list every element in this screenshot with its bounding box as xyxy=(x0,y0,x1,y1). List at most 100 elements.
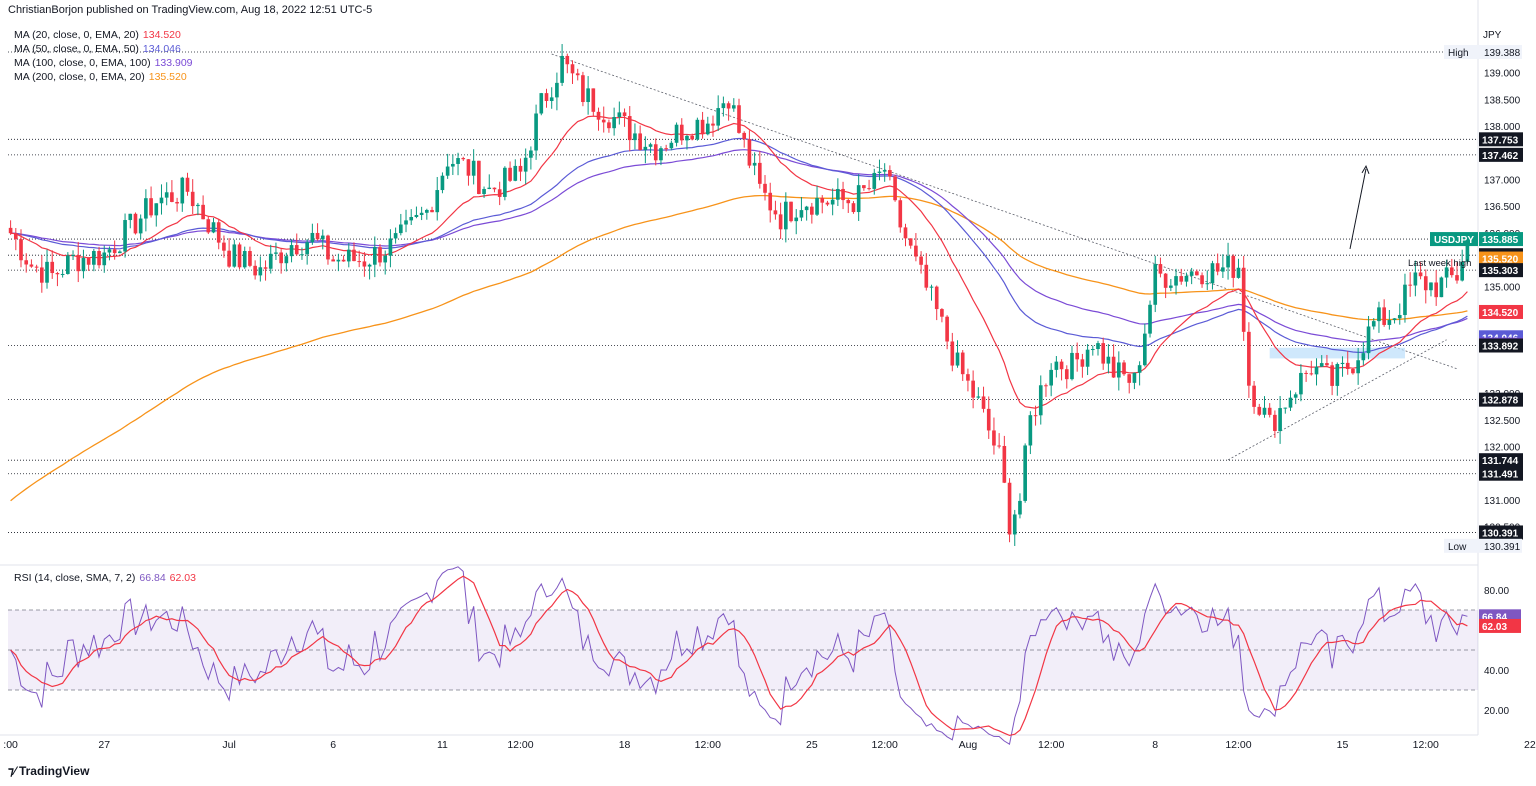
price-tag-text: 131.744 xyxy=(1482,456,1519,467)
candle-body xyxy=(346,249,351,262)
candle-body xyxy=(461,158,466,160)
candle-body xyxy=(513,165,518,181)
candle-body xyxy=(86,257,91,265)
candle-body xyxy=(633,133,637,141)
candle-body xyxy=(565,55,570,65)
rsi-value-text: 62.03 xyxy=(1482,622,1507,633)
candle-body xyxy=(773,210,778,215)
consolidation-box xyxy=(1269,347,1405,359)
candle-body xyxy=(331,259,335,262)
candle-body xyxy=(882,170,887,172)
candle-body xyxy=(1174,276,1178,286)
candle-body xyxy=(471,160,476,176)
candle-body xyxy=(679,124,684,141)
candle-body xyxy=(903,227,908,239)
candle-body xyxy=(39,267,44,283)
candle-body xyxy=(92,251,96,265)
candle-body xyxy=(1080,359,1085,367)
price-tag-text: 137.462 xyxy=(1482,151,1519,162)
candle-body xyxy=(180,177,185,204)
candle-body xyxy=(170,192,174,202)
candle-body xyxy=(1408,284,1412,286)
candle-body xyxy=(451,163,455,167)
candle-body xyxy=(1278,408,1282,432)
low-tag xyxy=(1444,538,1522,553)
candle-body xyxy=(440,175,445,191)
candle-body xyxy=(66,255,70,274)
candle-body xyxy=(388,238,393,256)
ema50-line xyxy=(10,137,1468,353)
candle-body xyxy=(555,82,559,98)
candle-body xyxy=(784,201,788,230)
publisher-caption: ChristianBorjon published on TradingView… xyxy=(8,4,373,16)
candle-body xyxy=(1033,415,1038,417)
candle-body xyxy=(112,249,117,254)
candle-body xyxy=(1184,275,1189,282)
candle-body xyxy=(445,166,450,176)
candle-body xyxy=(258,267,263,276)
candle-body xyxy=(622,112,627,117)
candle-body xyxy=(404,220,408,225)
candle-body xyxy=(1397,315,1402,319)
tradingview-logo[interactable]: ⁊⁄ TradingView xyxy=(8,764,90,778)
candle-body xyxy=(300,254,304,256)
candle-body xyxy=(653,144,658,161)
candle-body xyxy=(13,233,18,240)
candle-body xyxy=(237,244,242,268)
candle-body xyxy=(279,252,283,264)
candle-body xyxy=(1215,263,1220,272)
candle-body xyxy=(1439,277,1444,298)
candle-body xyxy=(242,251,247,268)
candle-body xyxy=(274,252,278,254)
candle-body xyxy=(1075,352,1080,360)
candle-body xyxy=(185,177,190,192)
candle-body xyxy=(1309,373,1314,375)
candle-body xyxy=(747,139,752,166)
candle-body xyxy=(477,160,481,195)
candle-body xyxy=(862,185,866,189)
candle-body xyxy=(1137,365,1142,373)
candle-body xyxy=(1116,362,1121,378)
candle-body xyxy=(1465,239,1470,262)
candle-body xyxy=(830,199,835,205)
rsi-tick-label: 20.00 xyxy=(1484,706,1509,717)
candle-body xyxy=(1304,372,1308,374)
candle-body xyxy=(836,188,840,200)
time-tick-label: 8 xyxy=(1152,739,1158,751)
candle-body xyxy=(128,213,133,221)
candle-body xyxy=(971,380,975,398)
candle-body xyxy=(357,261,362,263)
candle-body xyxy=(763,183,767,193)
candle-body xyxy=(711,123,715,126)
price-tick-label: 131.000 xyxy=(1484,496,1521,507)
high-tag-label: High xyxy=(1448,48,1469,59)
rsi-value-text: 66.84 xyxy=(1482,612,1507,623)
candle-body xyxy=(627,116,632,141)
candle-body xyxy=(1049,369,1053,386)
candle-body xyxy=(1247,331,1251,386)
time-tick-label: 27 xyxy=(98,739,110,751)
candle-body xyxy=(1429,282,1433,291)
candle-body xyxy=(544,93,549,102)
time-tick-label: 12:00 xyxy=(507,739,533,751)
price-tick-label: 132.000 xyxy=(1484,443,1521,454)
candle-body xyxy=(596,111,601,120)
price-tick-label: 132.500 xyxy=(1484,416,1521,427)
price-tag xyxy=(1479,392,1523,407)
candle-body xyxy=(737,105,741,133)
ma100-legend: MA (100, close, 0, EMA, 100) 133.909 xyxy=(14,57,193,69)
candle-body xyxy=(731,105,736,109)
candle-body xyxy=(1221,267,1225,272)
candle-body xyxy=(487,187,492,189)
candle-body xyxy=(898,200,903,228)
candle-body xyxy=(549,97,554,102)
time-tick-label: 6 xyxy=(330,739,336,751)
candle-body xyxy=(503,167,507,197)
candle-body xyxy=(19,239,23,261)
candle-body xyxy=(1351,369,1355,374)
candle-body xyxy=(1288,397,1293,408)
candle-body xyxy=(617,112,622,118)
candle-body xyxy=(940,309,944,317)
candle-body xyxy=(1054,361,1059,370)
